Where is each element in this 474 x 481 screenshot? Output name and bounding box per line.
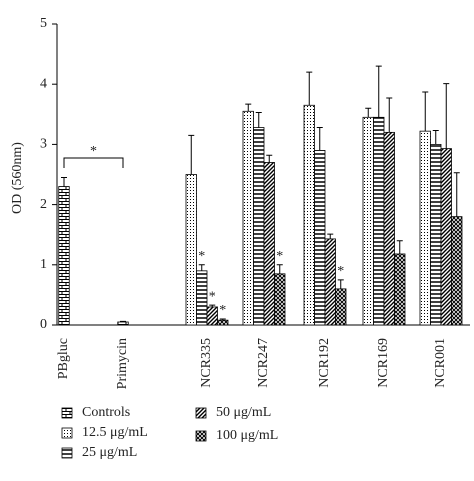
- legend-label: 25 μg/mL: [82, 445, 137, 460]
- bar: [430, 143, 442, 326]
- bar: [117, 321, 129, 326]
- error-bar: [386, 97, 393, 133]
- error-bar: [306, 71, 313, 106]
- y-tick-label: 4: [40, 76, 47, 91]
- bar: [419, 130, 431, 326]
- annotation: *: [219, 303, 226, 318]
- legend-swatch: [61, 407, 73, 419]
- legend-swatch: [195, 407, 207, 419]
- error-bar: [337, 279, 344, 289]
- bar: [451, 216, 463, 326]
- legend-swatch: [61, 447, 73, 459]
- x-tick-label: PBgluc: [56, 338, 71, 379]
- error-bar: [432, 130, 439, 145]
- error-bar: [188, 134, 195, 175]
- x-tick-label: NCR247: [256, 338, 271, 388]
- bar: [185, 174, 197, 326]
- x-tick-label: NCR001: [433, 338, 448, 388]
- annotation: *: [337, 264, 344, 279]
- significance-bracket: [63, 157, 124, 168]
- x-tick-label: NCR192: [317, 338, 332, 388]
- bar: [196, 270, 208, 326]
- annotation: *: [90, 144, 97, 159]
- legend-label: 12.5 μg/mL: [82, 425, 148, 440]
- annotation: *: [198, 249, 205, 264]
- bar: [394, 253, 406, 326]
- x-tick-label: NCR335: [199, 338, 214, 388]
- annotation: *: [276, 249, 283, 264]
- bar: [253, 127, 265, 326]
- bar: [274, 273, 286, 326]
- bar: [58, 186, 70, 326]
- x-tick-label: Primycin: [115, 338, 130, 389]
- bar: [373, 116, 385, 326]
- legend-swatch: [61, 427, 73, 439]
- bar: [242, 110, 254, 326]
- annotation: *: [209, 289, 216, 304]
- error-bar: [276, 264, 283, 274]
- error-bar: [375, 65, 382, 118]
- bar: [440, 148, 452, 326]
- bar: [324, 238, 336, 326]
- error-bar: [316, 127, 323, 151]
- error-bar: [61, 177, 67, 187]
- y-tick-label: 0: [40, 317, 47, 332]
- legend-label: Controls: [82, 405, 130, 420]
- error-bar: [255, 111, 262, 128]
- error-bar: [443, 83, 450, 149]
- error-bar: [396, 240, 403, 254]
- error-bar: [209, 304, 216, 307]
- bar: [206, 306, 218, 326]
- y-tick-label: 3: [40, 137, 47, 152]
- bar: [217, 319, 229, 326]
- bar: [383, 131, 395, 326]
- error-bar: [365, 107, 372, 118]
- y-tick-label: 1: [40, 257, 47, 272]
- error-bar: [422, 91, 429, 132]
- x-tick-label: NCR169: [376, 338, 391, 388]
- error-bar: [327, 233, 334, 239]
- legend-swatch: [195, 430, 207, 442]
- legend-label: 50 μg/mL: [216, 405, 271, 420]
- legend-label: 100 μg/mL: [216, 428, 278, 443]
- error-bar: [120, 320, 126, 322]
- error-bar: [453, 172, 460, 217]
- y-axis-label: OD (560nm): [10, 142, 25, 214]
- bar: [362, 116, 374, 326]
- bar: [314, 150, 326, 326]
- error-bar: [245, 103, 252, 112]
- bar: [303, 104, 315, 326]
- error-bar: [266, 154, 273, 163]
- bar: [263, 162, 275, 326]
- bar: [335, 288, 347, 326]
- y-tick-label: 5: [40, 16, 47, 31]
- y-tick-label: 2: [40, 197, 47, 212]
- error-bar: [198, 264, 205, 271]
- error-bar: [219, 318, 226, 321]
